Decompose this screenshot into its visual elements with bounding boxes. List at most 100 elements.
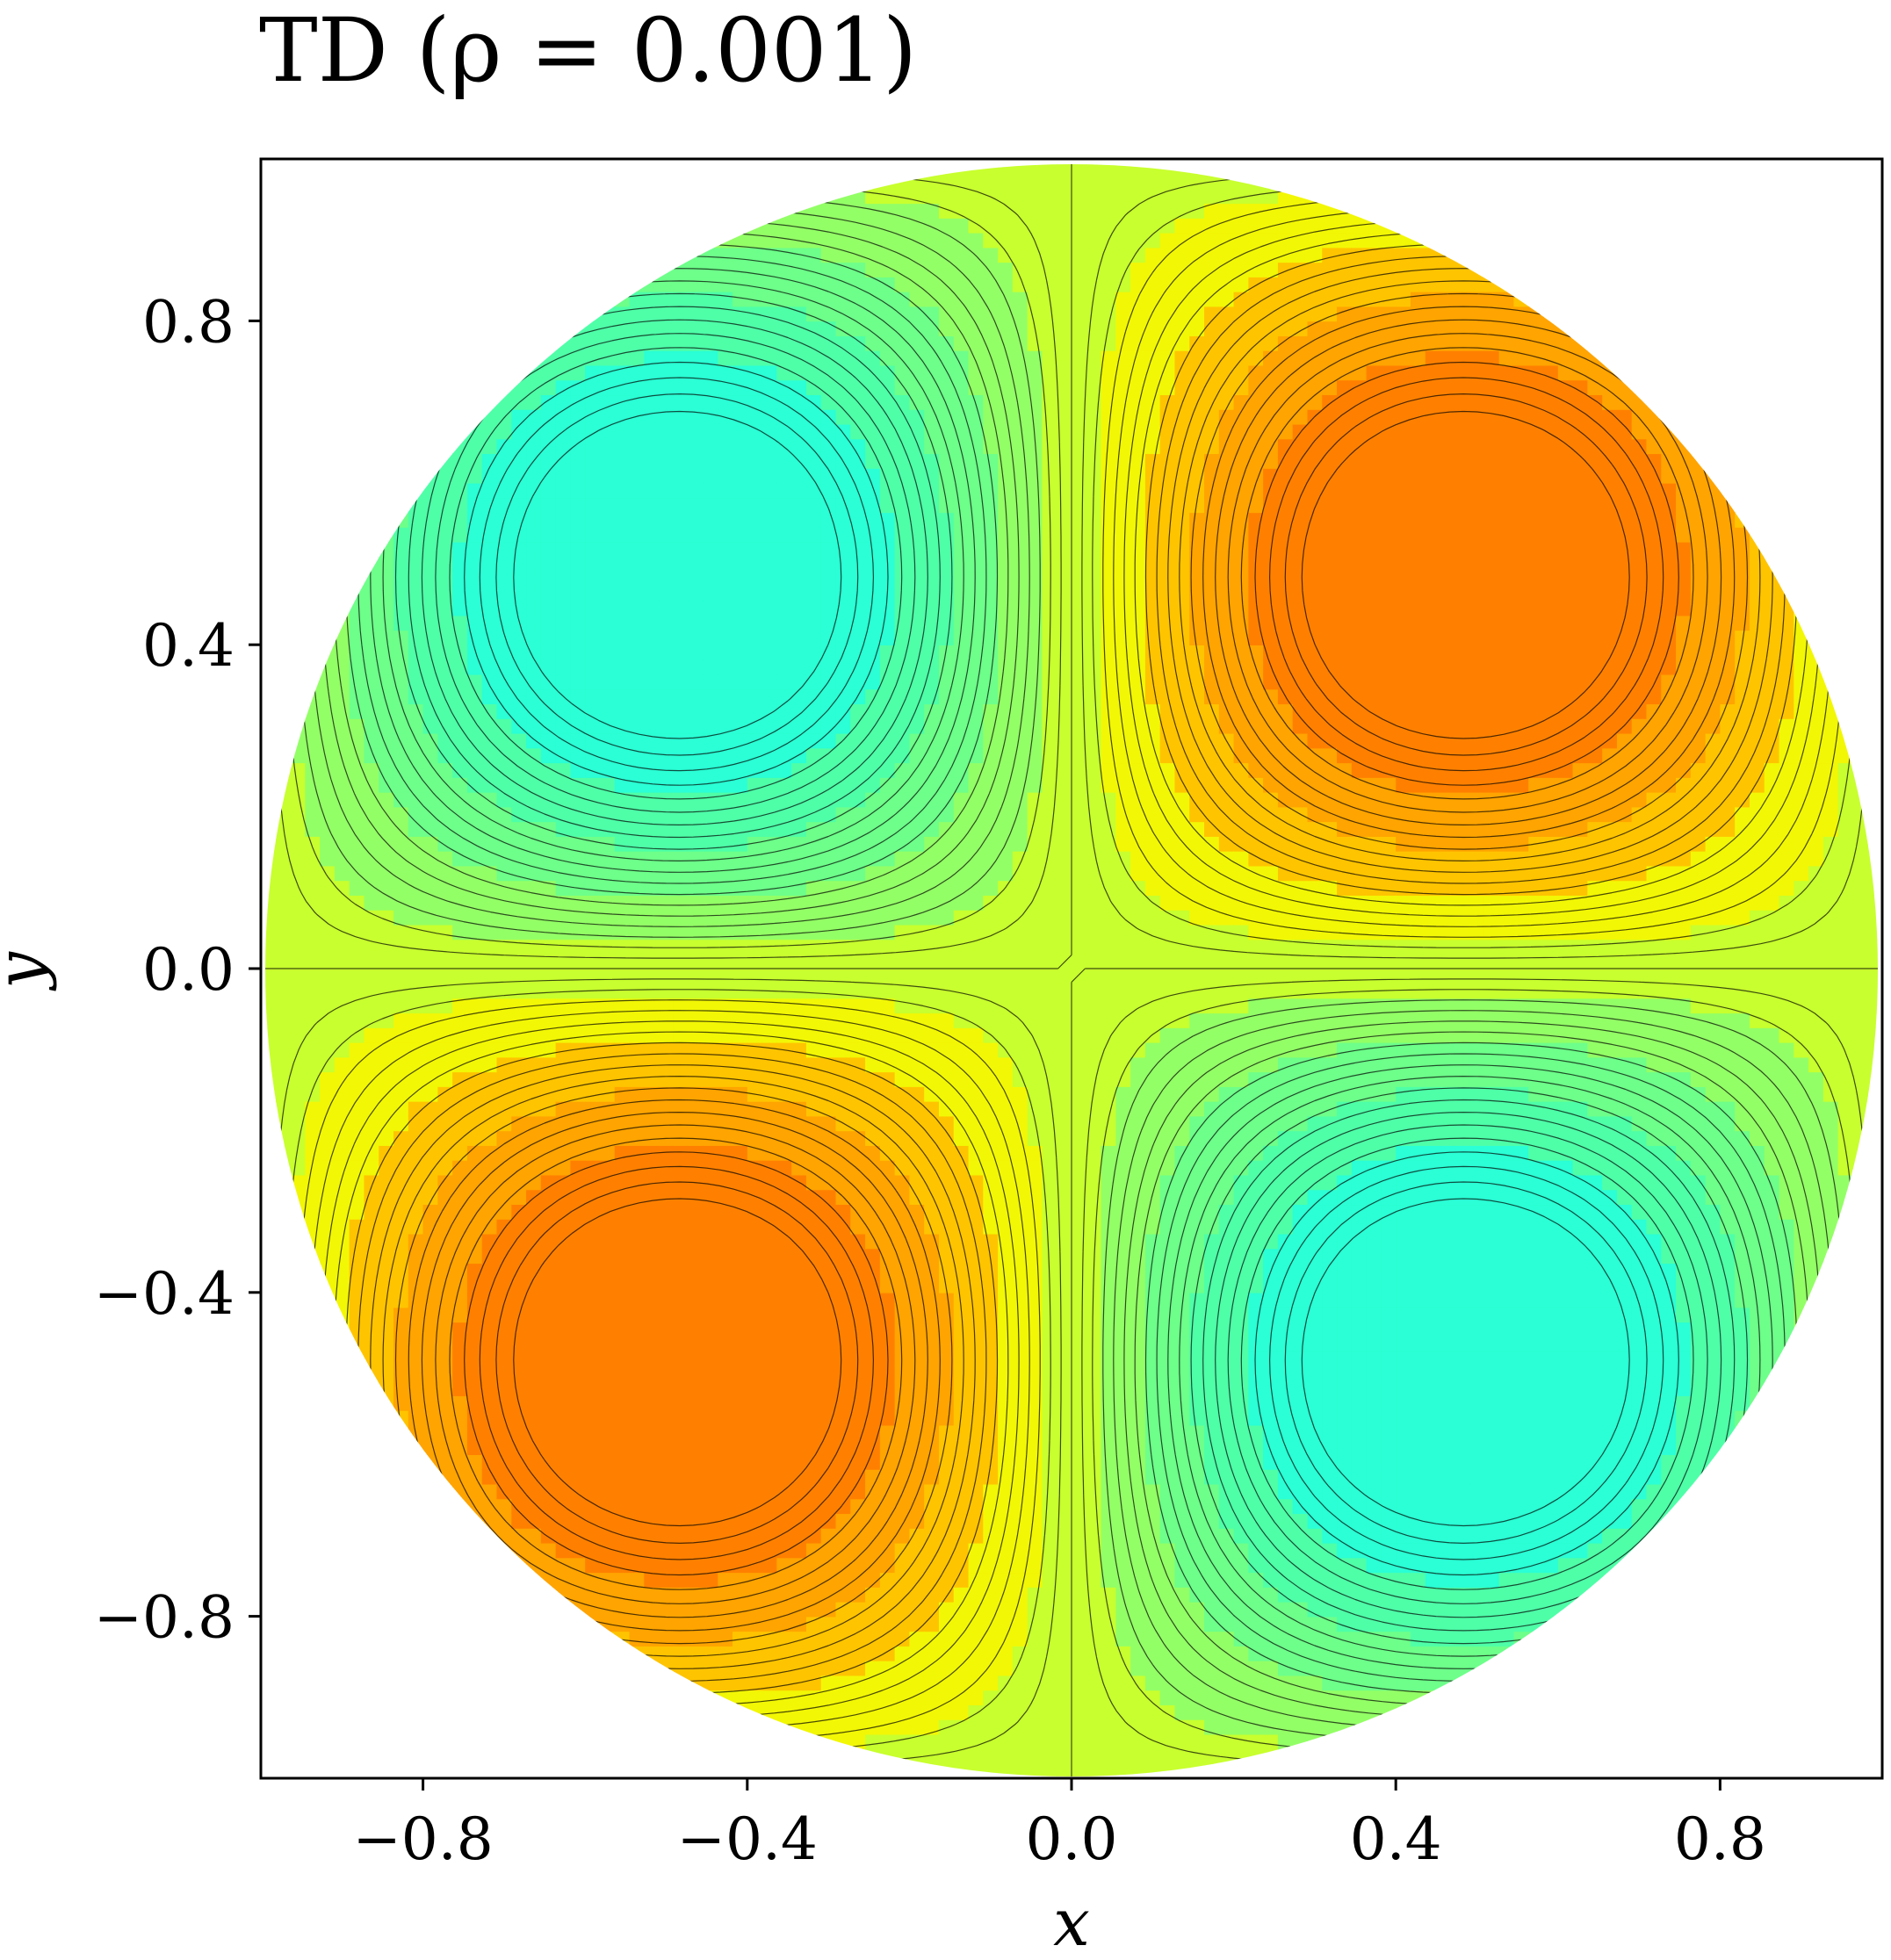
contour-cell <box>909 586 925 602</box>
contour-cell <box>865 512 881 528</box>
contour-cell <box>614 1012 631 1028</box>
contour-cell <box>1086 1498 1102 1515</box>
contour-cell <box>466 586 483 602</box>
contour-cell <box>998 983 1014 999</box>
contour-cell <box>791 1454 807 1470</box>
contour-cell <box>733 306 748 322</box>
contour-cell <box>265 895 277 911</box>
contour-cell <box>1012 497 1029 514</box>
contour-cell <box>540 571 557 587</box>
contour-cell <box>776 1660 792 1676</box>
contour-cell <box>718 1263 733 1279</box>
contour-cell <box>998 482 1014 499</box>
contour-cell <box>718 1468 733 1485</box>
contour-cell <box>820 732 837 749</box>
contour-cell <box>894 438 911 455</box>
contour-cell <box>1057 379 1072 396</box>
contour-cell <box>614 1409 631 1426</box>
contour-cell <box>1057 1012 1072 1028</box>
contour-cell <box>718 688 733 705</box>
contour-cell <box>1086 1233 1102 1250</box>
contour-cell <box>496 541 513 558</box>
contour-cell <box>290 1218 307 1235</box>
contour-cell <box>659 1483 675 1500</box>
contour-cell <box>275 806 292 823</box>
contour-cell <box>1012 630 1029 645</box>
contour-cell <box>776 527 792 543</box>
contour-cell <box>998 1763 1014 1776</box>
contour-cell <box>673 1115 689 1132</box>
contour-cell <box>820 423 837 440</box>
contour-cell <box>673 983 689 999</box>
contour-cell <box>850 482 866 499</box>
contour-cell <box>334 703 350 719</box>
contour-cell <box>1072 1704 1087 1720</box>
contour-cell <box>747 674 763 690</box>
contour-cell <box>879 1704 896 1720</box>
contour-cell <box>511 806 527 823</box>
contour-cell <box>659 821 675 837</box>
contour-cell <box>659 438 675 455</box>
contour-cell <box>555 998 572 1014</box>
contour-cell <box>585 408 601 425</box>
contour-cell <box>1042 408 1058 425</box>
contour-cell <box>496 497 513 514</box>
contour-cell <box>408 747 424 764</box>
contour-cell <box>364 1130 380 1146</box>
contour-cell <box>718 497 733 514</box>
contour-cell <box>540 1189 557 1206</box>
contour-cell <box>776 1307 792 1323</box>
contour-cell <box>850 1439 866 1455</box>
contour-cell <box>290 865 307 882</box>
contour-cell <box>1072 1130 1087 1146</box>
contour-cell <box>466 468 483 484</box>
contour-cell <box>1027 998 1043 1014</box>
contour-cell <box>644 1263 660 1279</box>
contour-cell <box>1072 909 1087 926</box>
contour-cell <box>820 1395 837 1411</box>
contour-cell <box>820 718 837 734</box>
contour-cell <box>334 659 350 675</box>
contour-cell <box>644 718 660 734</box>
contour-cell <box>1072 1292 1087 1308</box>
contour-cell <box>614 1631 631 1647</box>
contour-cell <box>673 1366 689 1382</box>
contour-cell <box>275 895 292 911</box>
contour-cell <box>865 969 881 984</box>
contour-cell <box>761 1337 778 1352</box>
contour-cell <box>791 1189 807 1206</box>
contour-cell <box>1057 1557 1072 1574</box>
contour-cell <box>555 1380 572 1396</box>
contour-cell <box>850 1631 866 1647</box>
contour-cell <box>747 277 763 292</box>
contour-cell <box>879 1056 896 1073</box>
contour-cell <box>998 541 1014 558</box>
contour-cell <box>379 1130 394 1146</box>
contour-cell <box>1012 1292 1029 1308</box>
contour-cell <box>747 571 763 587</box>
contour-cell <box>938 850 955 867</box>
contour-cell <box>334 895 350 911</box>
contour-cell <box>585 880 601 896</box>
contour-cell <box>555 1572 572 1588</box>
contour-cell <box>599 1322 616 1337</box>
contour-cell <box>364 924 380 940</box>
contour-cell <box>555 1071 572 1087</box>
contour-cell <box>511 1027 527 1043</box>
contour-cell <box>629 335 646 351</box>
contour-cell <box>452 1145 468 1161</box>
contour-cell <box>437 645 453 660</box>
contour-cell <box>688 674 704 690</box>
contour-cell <box>555 1587 572 1603</box>
contour-cell <box>805 1248 822 1265</box>
contour-cell <box>393 909 409 926</box>
contour-cell <box>1086 1733 1102 1750</box>
contour-cell <box>850 1145 866 1161</box>
contour-cell <box>850 1278 866 1293</box>
contour-cell <box>879 615 896 631</box>
contour-cell <box>585 1218 601 1235</box>
contour-cell <box>953 1572 970 1588</box>
contour-cell <box>953 277 970 292</box>
contour-cell <box>835 954 852 969</box>
contour-cell <box>629 791 646 808</box>
